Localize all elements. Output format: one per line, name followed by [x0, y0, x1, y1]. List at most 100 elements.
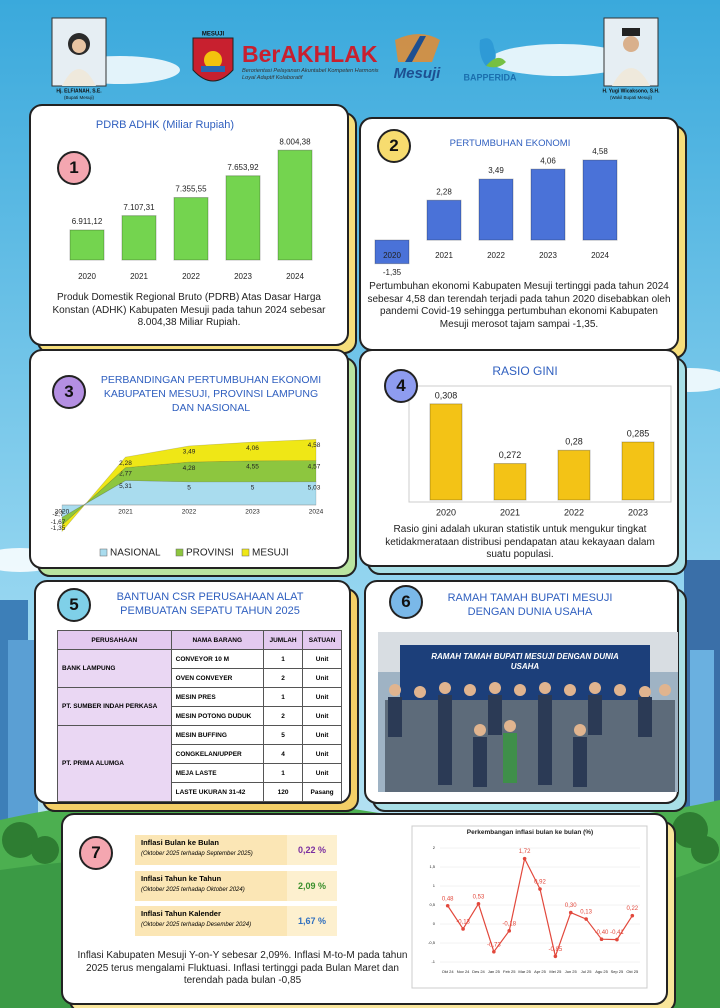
- value-label: -1,35: [51, 525, 66, 532]
- badge: 4: [384, 369, 418, 403]
- x-tick-label: 2023: [234, 272, 252, 281]
- point: [615, 937, 619, 942]
- x-tick-label: 2023: [245, 509, 260, 516]
- x-tick-label: 2022: [564, 507, 584, 517]
- banner-box: RAMAH TAMAH BUPATI MESUJI DENGAN DUNIA U…: [431, 652, 619, 671]
- value-label: 0,53: [473, 894, 485, 900]
- table-cell: Unit: [302, 706, 342, 726]
- inflation-value: 1,67 %: [287, 906, 337, 936]
- value-label: 0,92: [534, 880, 546, 886]
- table-cell: Unit: [302, 725, 342, 745]
- y-tick-label: 1: [433, 883, 436, 888]
- legend-label: NASIONAL: [110, 548, 161, 559]
- x-tick-label: Feb 25: [503, 969, 516, 974]
- table-header-cell: PERUSAHAAN: [57, 630, 172, 650]
- point: [538, 887, 542, 891]
- x-tick-label: Mar 25: [518, 969, 531, 974]
- bar: [621, 441, 655, 501]
- bar: [374, 239, 410, 265]
- table-row: MEJA LASTE 1 Unit: [58, 763, 342, 783]
- value-label: 2,77: [119, 470, 132, 477]
- bar: [478, 178, 514, 241]
- table-cell: 1: [262, 763, 304, 783]
- x-tick-label: 2022: [182, 509, 197, 516]
- bar: [530, 168, 566, 241]
- caption: Rasio gini adalah ukuran statistik untuk…: [385, 524, 655, 560]
- table-row: LASTE UKURAN 31-42 120 Pasang: [58, 782, 342, 802]
- value-label: 5: [251, 485, 255, 492]
- plot-area: [411, 825, 648, 989]
- x-tick-label: 2020: [436, 507, 456, 517]
- event-photo: [378, 632, 678, 792]
- agency-logo: [479, 38, 506, 68]
- panel-title: BANTUAN CSR PERUSAHAAN ALAT PEMBUATAN SE…: [116, 591, 304, 617]
- value-label: 0,22: [626, 906, 638, 912]
- company-cell: PT. SUMBER INDAH PERKASA: [57, 687, 172, 726]
- inflation-title: Inflasi Tahun Kalender: [141, 909, 221, 918]
- value-label: 7.653,92: [227, 163, 259, 172]
- trees: [2, 812, 719, 864]
- point: [461, 927, 465, 931]
- bar: [582, 159, 618, 241]
- value-label: 4,58: [592, 147, 608, 156]
- table-row: CONGKELAN/UPPER 4 Unit: [58, 744, 342, 764]
- bar: [429, 403, 463, 501]
- table-cell: CONVEYOR 10 M: [170, 649, 264, 669]
- x-tick-label: 2020: [383, 251, 401, 260]
- value-label: -2,7: [52, 511, 64, 518]
- point: [492, 949, 496, 954]
- area: [61, 439, 317, 533]
- brand: BerAKHLAK: [242, 41, 378, 67]
- table-row: PT. SUMBER INDAH PERKASA MESIN PRES 1 Unit: [57, 687, 342, 726]
- x-tick-label: Jul 25: [581, 969, 592, 974]
- inflation-title: Inflasi Tahun ke Tahun: [141, 874, 222, 883]
- table-cell: 1: [262, 687, 304, 707]
- table-cell: 5: [262, 725, 304, 745]
- x-tick-label: 2023: [539, 251, 557, 260]
- bar: [493, 463, 527, 501]
- table-cell: MESIN PRES: [170, 687, 264, 707]
- table-cell: Unit: [302, 649, 342, 669]
- point: [476, 902, 481, 906]
- table-cell: MESIN POTONG DUDUK: [170, 706, 264, 726]
- badge: 6: [389, 585, 423, 619]
- badge: 5: [57, 588, 91, 622]
- logo-label: MESUJI: [202, 32, 225, 38]
- city-logo-text: Mesuji: [394, 65, 442, 82]
- value-label: 4,06: [540, 156, 556, 165]
- chart-title: Perkembangan inflasi bulan ke bulan (%): [466, 829, 594, 836]
- bar: [121, 215, 157, 261]
- table-header-row: PERUSAHAAN NAMA BARANG JUMLAH SATUAN: [57, 630, 342, 650]
- value-label: 7.355,55: [175, 185, 207, 194]
- x-tick-label: Jun 25: [565, 969, 578, 974]
- inflation-label: Inflasi Tahun ke Tahun (Oktober 2025 terh…: [135, 871, 287, 901]
- value-label: -0,40: [595, 930, 609, 936]
- y-tick-label: 0,5: [429, 902, 435, 907]
- portrait-name: Hj. ELFIANAH, S.E.: [56, 88, 102, 94]
- table-cell: Pasang: [302, 782, 342, 802]
- caption: Pertumbuhan ekonomi Kabupaten Mesuji ter…: [367, 281, 671, 330]
- value-label: -0,18: [502, 921, 516, 927]
- bar: [557, 449, 591, 501]
- table-cell: CONGKELAN/UPPER: [170, 744, 264, 764]
- bar: [69, 229, 105, 261]
- table-cell: 1: [262, 649, 304, 669]
- point: [584, 917, 588, 921]
- point: [553, 954, 558, 959]
- table-cell: MESIN BUFFING: [170, 725, 264, 745]
- table-cell: LASTE UKURAN 31-42: [170, 782, 264, 802]
- x-tick-label: Des 24: [472, 969, 485, 974]
- brand-tagline-box: Berorientasi Pelayanan Akuntabel Kompete…: [242, 68, 379, 81]
- x-tick-label: Okt 25: [626, 969, 639, 974]
- value-label: 4,55: [246, 464, 259, 471]
- table-box: PERUSAHAAN NAMA BARANG JUMLAH SATUAN BANK LA…: [57, 630, 342, 802]
- company-cell: PT. PRIMA ALUMGA: [57, 725, 172, 802]
- table-cell: 2: [262, 706, 304, 726]
- value-label: -0,41: [610, 930, 624, 936]
- y-tick-label: -1: [431, 959, 435, 964]
- x-tick-label: 2024: [591, 251, 609, 260]
- value-label: 6.911,12: [72, 217, 103, 226]
- table-cell: 2: [262, 668, 304, 688]
- panel-title: PERBANDINGAN PERTUMBUHAN EKONOMI KABUPAT…: [100, 374, 322, 414]
- value-label: 0,48: [442, 896, 454, 902]
